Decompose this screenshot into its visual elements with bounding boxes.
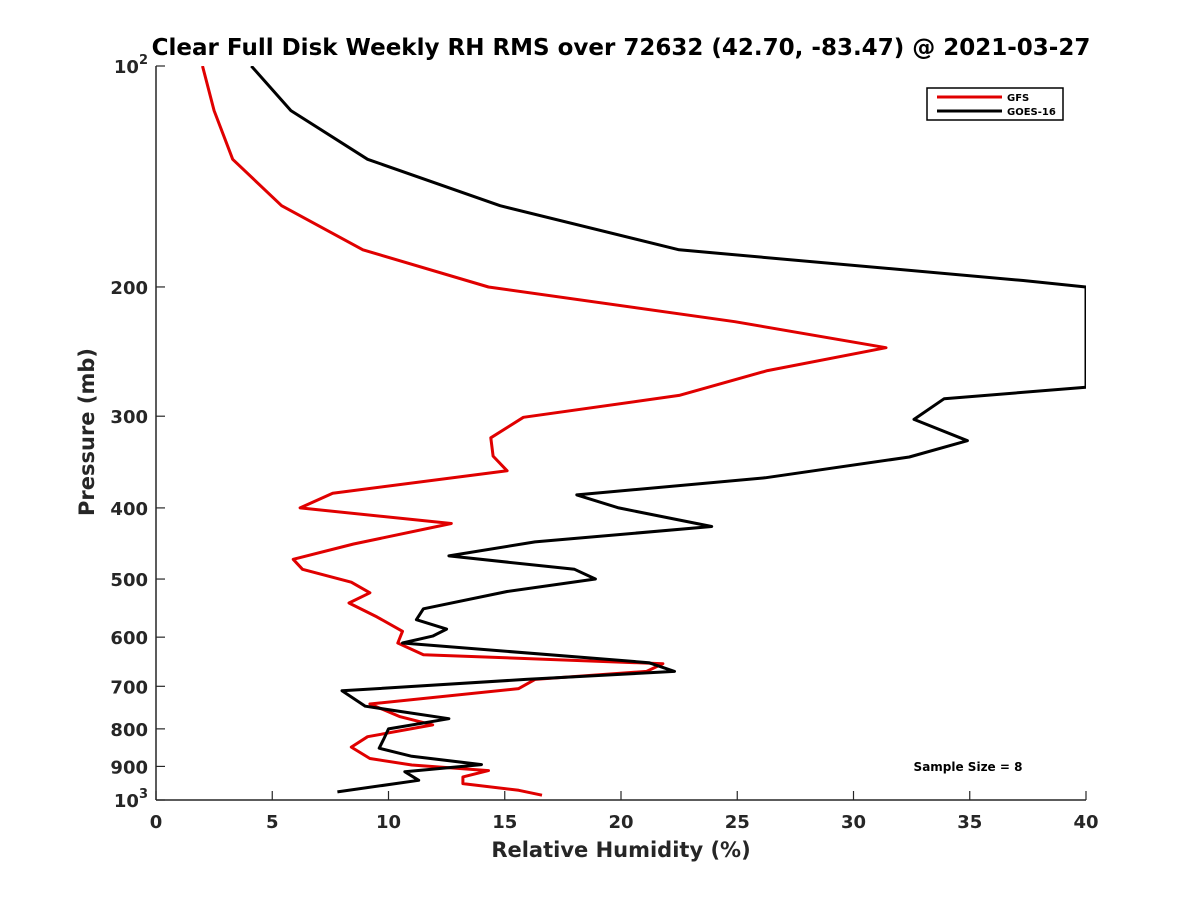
x-tick-label: 20: [608, 812, 633, 833]
x-tick-label: 35: [957, 812, 982, 833]
y-tick-label: 400: [110, 499, 148, 520]
y-tick-label: 102: [114, 53, 148, 78]
y-tick-label: 600: [110, 628, 148, 649]
plot-area: 0 5 10 15 20 25 30 35 40 102 200 300 400 500 600 700 800…: [110, 53, 1098, 833]
x-tick-label: 40: [1073, 812, 1098, 833]
x-tick-label: 25: [725, 812, 750, 833]
y-tick-label: 500: [110, 570, 148, 591]
x-tick-label: 10: [376, 812, 401, 833]
y-tick-label: 800: [110, 720, 148, 741]
y-tick-label: 200: [110, 278, 148, 299]
y-tick-label: 300: [110, 407, 148, 428]
legend-label-gfs: GFS: [1007, 93, 1029, 104]
chart-title: Clear Full Disk Weekly RH RMS over 72632…: [152, 35, 1091, 61]
x-tick-label: 0: [150, 812, 163, 833]
x-axis-label: Relative Humidity (%): [491, 838, 750, 862]
y-tick-label: 900: [110, 757, 148, 778]
legend-box: [926, 87, 1064, 121]
sample-size-annotation: Sample Size = 8: [914, 760, 1023, 774]
x-tick-label: 5: [266, 812, 279, 833]
x-tick-label: 15: [492, 812, 517, 833]
y-axis-label: Pressure (mb): [75, 348, 99, 516]
legend: GFS GOES-16: [926, 87, 1064, 121]
x-tick-label: 30: [841, 812, 866, 833]
series-line-gfs: [201, 66, 888, 797]
series-line-goes-16: [250, 66, 1086, 794]
y-tick-label: 103: [114, 787, 148, 812]
y-tick-label: 700: [110, 677, 148, 698]
legend-label-goes-16: GOES-16: [1007, 107, 1056, 118]
